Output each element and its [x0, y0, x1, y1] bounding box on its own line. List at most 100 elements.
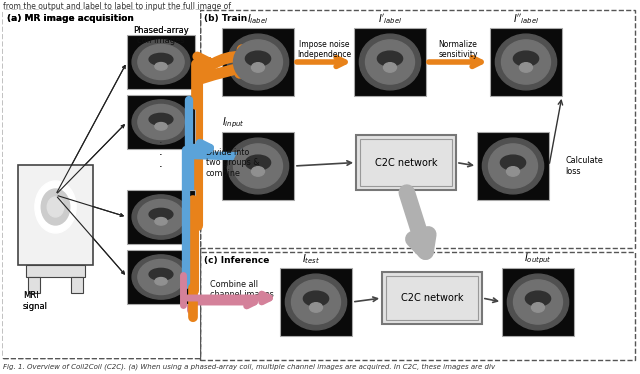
Bar — [71, 277, 83, 293]
Bar — [127, 250, 195, 304]
Text: ·
·
·: · · · — [159, 138, 163, 172]
Ellipse shape — [149, 208, 173, 220]
Bar — [386, 276, 478, 320]
Ellipse shape — [149, 113, 173, 125]
Ellipse shape — [149, 269, 173, 280]
Text: (a) MR image acquisition: (a) MR image acquisition — [7, 14, 134, 23]
Ellipse shape — [132, 255, 190, 299]
Bar — [28, 277, 40, 293]
Ellipse shape — [155, 278, 167, 285]
Text: C2C network: C2C network — [375, 157, 437, 168]
Ellipse shape — [292, 280, 340, 324]
Text: (b) Train: (b) Train — [204, 14, 247, 23]
Text: $I''_{label}$: $I''_{label}$ — [513, 12, 539, 26]
Bar — [360, 139, 452, 186]
Bar — [127, 190, 195, 244]
Ellipse shape — [138, 260, 184, 295]
Text: Divide into
two groups &
combine: Divide into two groups & combine — [206, 148, 259, 178]
Bar — [71, 277, 83, 293]
Ellipse shape — [132, 100, 190, 144]
Ellipse shape — [47, 197, 64, 217]
Bar — [477, 132, 549, 200]
Ellipse shape — [138, 199, 184, 234]
Text: $I_{test}$: $I_{test}$ — [302, 252, 320, 266]
Text: $I_{output}$: $I_{output}$ — [524, 252, 552, 266]
Bar — [18, 165, 93, 265]
Ellipse shape — [155, 62, 167, 70]
Ellipse shape — [525, 291, 550, 306]
Ellipse shape — [506, 167, 520, 176]
Ellipse shape — [383, 63, 397, 72]
Ellipse shape — [252, 167, 264, 176]
Text: Combine all
channel images: Combine all channel images — [210, 280, 274, 300]
Ellipse shape — [132, 40, 190, 84]
Bar — [127, 35, 195, 89]
Ellipse shape — [47, 197, 64, 217]
Ellipse shape — [483, 138, 543, 194]
Bar — [3, 10, 200, 358]
Ellipse shape — [155, 62, 167, 70]
Ellipse shape — [138, 199, 184, 234]
Text: C2C network: C2C network — [401, 293, 463, 303]
Ellipse shape — [227, 138, 289, 194]
Ellipse shape — [234, 144, 282, 188]
Bar — [127, 250, 195, 304]
Bar — [26, 265, 85, 277]
Ellipse shape — [138, 104, 184, 140]
Ellipse shape — [285, 274, 347, 330]
Text: Calculate
loss: Calculate loss — [565, 156, 603, 176]
Ellipse shape — [138, 104, 184, 140]
Bar — [356, 135, 456, 190]
Ellipse shape — [132, 195, 190, 239]
Text: from the output and label to label to input the full image of: from the output and label to label to in… — [3, 2, 231, 11]
Bar — [200, 252, 635, 360]
Ellipse shape — [360, 34, 420, 90]
Ellipse shape — [234, 40, 282, 84]
Bar — [127, 35, 195, 89]
Text: Fig. 1. Overview of Coil2Coil (C2C). (a) When using a phased-array coil, multipl: Fig. 1. Overview of Coil2Coil (C2C). (a)… — [3, 363, 495, 370]
Text: MRI
signal: MRI signal — [23, 291, 48, 311]
Bar — [280, 268, 352, 336]
Ellipse shape — [495, 34, 557, 90]
Bar — [127, 95, 195, 149]
Ellipse shape — [520, 63, 532, 72]
Ellipse shape — [245, 51, 271, 66]
Ellipse shape — [149, 113, 173, 125]
Ellipse shape — [35, 181, 76, 233]
Ellipse shape — [149, 208, 173, 220]
Bar — [200, 10, 635, 248]
Ellipse shape — [132, 100, 190, 144]
Ellipse shape — [35, 181, 76, 233]
Text: Phased-array
coil images: Phased-array coil images — [133, 26, 189, 45]
Ellipse shape — [155, 218, 167, 225]
Text: (c) Inference: (c) Inference — [204, 256, 269, 265]
Ellipse shape — [132, 255, 190, 299]
Bar — [222, 28, 294, 96]
Text: Normalize
sensitivity: Normalize sensitivity — [438, 40, 477, 59]
Ellipse shape — [303, 291, 328, 306]
Bar — [502, 268, 574, 336]
Ellipse shape — [513, 280, 563, 324]
Text: Phased-array
coil images: Phased-array coil images — [133, 26, 189, 45]
Text: (a) MR image acquisition: (a) MR image acquisition — [7, 14, 134, 23]
Text: Impose noise
Independence: Impose noise Independence — [297, 40, 351, 59]
Bar — [127, 190, 195, 244]
Bar — [354, 28, 426, 96]
Ellipse shape — [132, 40, 190, 84]
Text: ·
·
·: · · · — [159, 138, 163, 172]
Bar — [490, 28, 562, 96]
Text: $I'_{label}$: $I'_{label}$ — [378, 12, 402, 26]
Ellipse shape — [155, 218, 167, 225]
Ellipse shape — [508, 274, 568, 330]
Ellipse shape — [513, 51, 539, 66]
Ellipse shape — [149, 53, 173, 65]
Ellipse shape — [365, 40, 415, 84]
Ellipse shape — [149, 269, 173, 280]
Ellipse shape — [149, 53, 173, 65]
Ellipse shape — [245, 155, 271, 170]
Ellipse shape — [155, 278, 167, 285]
Ellipse shape — [488, 144, 538, 188]
Bar — [3, 10, 200, 358]
Ellipse shape — [155, 123, 167, 130]
Ellipse shape — [138, 260, 184, 295]
